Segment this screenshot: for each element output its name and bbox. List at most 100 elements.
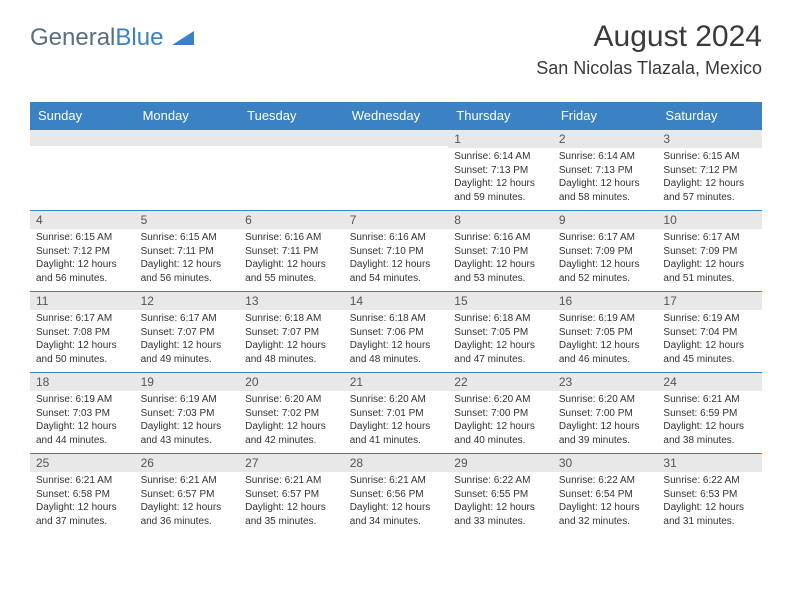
day-details: Sunrise: 6:17 AMSunset: 7:07 PMDaylight:…: [135, 310, 240, 372]
day-number: 22: [448, 373, 553, 391]
day-details: Sunrise: 6:18 AMSunset: 7:05 PMDaylight:…: [448, 310, 553, 372]
calendar-cell: 10Sunrise: 6:17 AMSunset: 7:09 PMDayligh…: [657, 211, 762, 291]
day-details: Sunrise: 6:15 AMSunset: 7:11 PMDaylight:…: [135, 229, 240, 291]
calendar-week: 4Sunrise: 6:15 AMSunset: 7:12 PMDaylight…: [30, 210, 762, 291]
calendar-cell: [135, 130, 240, 210]
day-number: 1: [448, 130, 553, 148]
calendar-cell: 5Sunrise: 6:15 AMSunset: 7:11 PMDaylight…: [135, 211, 240, 291]
day-details: Sunrise: 6:21 AMSunset: 6:58 PMDaylight:…: [30, 472, 135, 534]
calendar-cell: 3Sunrise: 6:15 AMSunset: 7:12 PMDaylight…: [657, 130, 762, 210]
day-number: 13: [239, 292, 344, 310]
calendar-cell: 9Sunrise: 6:17 AMSunset: 7:09 PMDaylight…: [553, 211, 658, 291]
day-number: 31: [657, 454, 762, 472]
day-number: 11: [30, 292, 135, 310]
empty-day-number: [239, 130, 344, 146]
calendar-cell: 1Sunrise: 6:14 AMSunset: 7:13 PMDaylight…: [448, 130, 553, 210]
day-number: 20: [239, 373, 344, 391]
day-number: 19: [135, 373, 240, 391]
calendar-cell: 26Sunrise: 6:21 AMSunset: 6:57 PMDayligh…: [135, 454, 240, 534]
brand-part1: General: [30, 24, 115, 51]
day-details: Sunrise: 6:18 AMSunset: 7:06 PMDaylight:…: [344, 310, 449, 372]
day-number: 3: [657, 130, 762, 148]
calendar-body: 1Sunrise: 6:14 AMSunset: 7:13 PMDaylight…: [30, 129, 762, 534]
weekday-label: Friday: [553, 102, 658, 129]
calendar-cell: 4Sunrise: 6:15 AMSunset: 7:12 PMDaylight…: [30, 211, 135, 291]
page-header: August 2024 San Nicolas Tlazala, Mexico: [536, 20, 762, 79]
day-details: Sunrise: 6:19 AMSunset: 7:05 PMDaylight:…: [553, 310, 658, 372]
day-number: 29: [448, 454, 553, 472]
day-details: Sunrise: 6:19 AMSunset: 7:04 PMDaylight:…: [657, 310, 762, 372]
calendar-cell: 20Sunrise: 6:20 AMSunset: 7:02 PMDayligh…: [239, 373, 344, 453]
calendar-cell: 25Sunrise: 6:21 AMSunset: 6:58 PMDayligh…: [30, 454, 135, 534]
month-title: August 2024: [536, 20, 762, 54]
calendar-week: 25Sunrise: 6:21 AMSunset: 6:58 PMDayligh…: [30, 453, 762, 534]
day-number: 16: [553, 292, 658, 310]
calendar-cell: 13Sunrise: 6:18 AMSunset: 7:07 PMDayligh…: [239, 292, 344, 372]
day-details: Sunrise: 6:16 AMSunset: 7:10 PMDaylight:…: [344, 229, 449, 291]
day-number: 10: [657, 211, 762, 229]
day-number: 15: [448, 292, 553, 310]
weekday-label: Thursday: [448, 102, 553, 129]
weekday-label: Tuesday: [239, 102, 344, 129]
empty-day-body: [30, 146, 135, 204]
weekday-label: Monday: [135, 102, 240, 129]
calendar-cell: 7Sunrise: 6:16 AMSunset: 7:10 PMDaylight…: [344, 211, 449, 291]
brand-part2: Blue: [115, 24, 163, 51]
calendar-cell: 27Sunrise: 6:21 AMSunset: 6:57 PMDayligh…: [239, 454, 344, 534]
calendar-cell: 23Sunrise: 6:20 AMSunset: 7:00 PMDayligh…: [553, 373, 658, 453]
calendar-cell: 15Sunrise: 6:18 AMSunset: 7:05 PMDayligh…: [448, 292, 553, 372]
empty-day-number: [30, 130, 135, 146]
day-number: 6: [239, 211, 344, 229]
calendar-cell: 11Sunrise: 6:17 AMSunset: 7:08 PMDayligh…: [30, 292, 135, 372]
calendar-cell: 12Sunrise: 6:17 AMSunset: 7:07 PMDayligh…: [135, 292, 240, 372]
calendar-cell: [30, 130, 135, 210]
day-number: 4: [30, 211, 135, 229]
calendar-week: 11Sunrise: 6:17 AMSunset: 7:08 PMDayligh…: [30, 291, 762, 372]
day-details: Sunrise: 6:22 AMSunset: 6:55 PMDaylight:…: [448, 472, 553, 534]
day-number: 8: [448, 211, 553, 229]
day-details: Sunrise: 6:17 AMSunset: 7:09 PMDaylight:…: [657, 229, 762, 291]
day-details: Sunrise: 6:14 AMSunset: 7:13 PMDaylight:…: [448, 148, 553, 210]
calendar-cell: 14Sunrise: 6:18 AMSunset: 7:06 PMDayligh…: [344, 292, 449, 372]
day-details: Sunrise: 6:21 AMSunset: 6:57 PMDaylight:…: [135, 472, 240, 534]
calendar: SundayMondayTuesdayWednesdayThursdayFrid…: [30, 102, 762, 534]
day-details: Sunrise: 6:15 AMSunset: 7:12 PMDaylight:…: [30, 229, 135, 291]
day-number: 23: [553, 373, 658, 391]
day-details: Sunrise: 6:16 AMSunset: 7:11 PMDaylight:…: [239, 229, 344, 291]
day-details: Sunrise: 6:20 AMSunset: 7:02 PMDaylight:…: [239, 391, 344, 453]
day-details: Sunrise: 6:20 AMSunset: 7:01 PMDaylight:…: [344, 391, 449, 453]
calendar-week: 18Sunrise: 6:19 AMSunset: 7:03 PMDayligh…: [30, 372, 762, 453]
day-number: 26: [135, 454, 240, 472]
calendar-cell: 2Sunrise: 6:14 AMSunset: 7:13 PMDaylight…: [553, 130, 658, 210]
day-details: Sunrise: 6:21 AMSunset: 6:57 PMDaylight:…: [239, 472, 344, 534]
day-details: Sunrise: 6:19 AMSunset: 7:03 PMDaylight:…: [30, 391, 135, 453]
empty-day-body: [344, 146, 449, 204]
calendar-cell: 24Sunrise: 6:21 AMSunset: 6:59 PMDayligh…: [657, 373, 762, 453]
day-number: 25: [30, 454, 135, 472]
day-number: 21: [344, 373, 449, 391]
calendar-cell: 31Sunrise: 6:22 AMSunset: 6:53 PMDayligh…: [657, 454, 762, 534]
calendar-cell: 29Sunrise: 6:22 AMSunset: 6:55 PMDayligh…: [448, 454, 553, 534]
brand-triangle-icon: [172, 26, 194, 54]
calendar-week: 1Sunrise: 6:14 AMSunset: 7:13 PMDaylight…: [30, 129, 762, 210]
calendar-cell: [344, 130, 449, 210]
day-number: 18: [30, 373, 135, 391]
calendar-cell: [239, 130, 344, 210]
day-details: Sunrise: 6:20 AMSunset: 7:00 PMDaylight:…: [448, 391, 553, 453]
day-details: Sunrise: 6:14 AMSunset: 7:13 PMDaylight:…: [553, 148, 658, 210]
calendar-cell: 30Sunrise: 6:22 AMSunset: 6:54 PMDayligh…: [553, 454, 658, 534]
day-number: 17: [657, 292, 762, 310]
day-details: Sunrise: 6:21 AMSunset: 6:56 PMDaylight:…: [344, 472, 449, 534]
calendar-cell: 18Sunrise: 6:19 AMSunset: 7:03 PMDayligh…: [30, 373, 135, 453]
day-details: Sunrise: 6:21 AMSunset: 6:59 PMDaylight:…: [657, 391, 762, 453]
day-details: Sunrise: 6:19 AMSunset: 7:03 PMDaylight:…: [135, 391, 240, 453]
day-details: Sunrise: 6:17 AMSunset: 7:08 PMDaylight:…: [30, 310, 135, 372]
day-number: 9: [553, 211, 658, 229]
weekday-label: Sunday: [30, 102, 135, 129]
calendar-cell: 28Sunrise: 6:21 AMSunset: 6:56 PMDayligh…: [344, 454, 449, 534]
day-details: Sunrise: 6:16 AMSunset: 7:10 PMDaylight:…: [448, 229, 553, 291]
calendar-cell: 16Sunrise: 6:19 AMSunset: 7:05 PMDayligh…: [553, 292, 658, 372]
calendar-cell: 22Sunrise: 6:20 AMSunset: 7:00 PMDayligh…: [448, 373, 553, 453]
day-details: Sunrise: 6:22 AMSunset: 6:54 PMDaylight:…: [553, 472, 658, 534]
empty-day-number: [135, 130, 240, 146]
